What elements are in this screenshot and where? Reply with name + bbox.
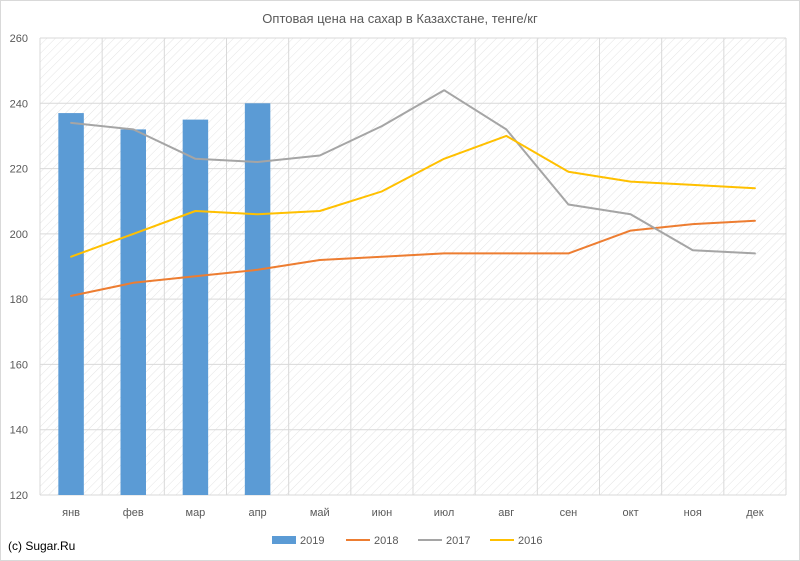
line-2018 xyxy=(70,219,756,297)
legend-label-2019: 2019 xyxy=(300,535,324,547)
x-tick-label: июн xyxy=(372,507,392,519)
gridlines xyxy=(39,37,787,496)
y-axis: 120 140 160 180 200 220 240 260 xyxy=(10,33,28,502)
y-tick-label: 160 xyxy=(10,359,28,371)
credit-text: (c) Sugar.Ru xyxy=(8,539,76,553)
x-tick-label: дек xyxy=(746,507,764,519)
y-tick-label: 220 xyxy=(10,164,28,176)
x-tick-label: янв xyxy=(62,507,80,519)
x-tick-label: июл xyxy=(434,507,455,519)
x-tick-label: фев xyxy=(123,507,144,519)
bar-2019 xyxy=(182,119,209,495)
x-tick-label: окт xyxy=(623,507,639,519)
x-tick-label: авг xyxy=(498,507,514,519)
y-tick-label: 120 xyxy=(10,490,28,502)
y-tick-label: 260 xyxy=(10,33,28,45)
x-axis: янв фев мар апр май июн июл авг сен окт ноя дек xyxy=(62,507,764,519)
chart-title: Оптовая цена на сахар в Казахстане, тенг… xyxy=(262,11,538,26)
legend: 2019 2018 2017 2016 xyxy=(272,535,542,547)
legend-label-2017: 2017 xyxy=(446,535,470,547)
y-tick-label: 240 xyxy=(10,98,28,110)
line-series xyxy=(70,89,756,297)
bar-2019 xyxy=(58,113,84,495)
legend-swatch-2019 xyxy=(272,536,296,544)
line-2017 xyxy=(70,89,756,255)
x-tick-label: сен xyxy=(560,507,578,519)
x-tick-label: ноя xyxy=(684,507,702,519)
y-tick-label: 200 xyxy=(10,229,28,241)
y-tick-label: 140 xyxy=(10,425,28,437)
bars-2019 xyxy=(58,103,271,496)
bar-2019 xyxy=(244,103,271,496)
x-tick-label: мар xyxy=(186,507,206,519)
legend-label-2018: 2018 xyxy=(374,535,398,547)
line-2016 xyxy=(70,134,756,258)
x-tick-label: май xyxy=(310,507,330,519)
bar-2019 xyxy=(120,129,146,495)
x-tick-label: апр xyxy=(248,507,266,519)
legend-label-2016: 2016 xyxy=(518,535,542,547)
y-tick-label: 180 xyxy=(10,294,28,306)
